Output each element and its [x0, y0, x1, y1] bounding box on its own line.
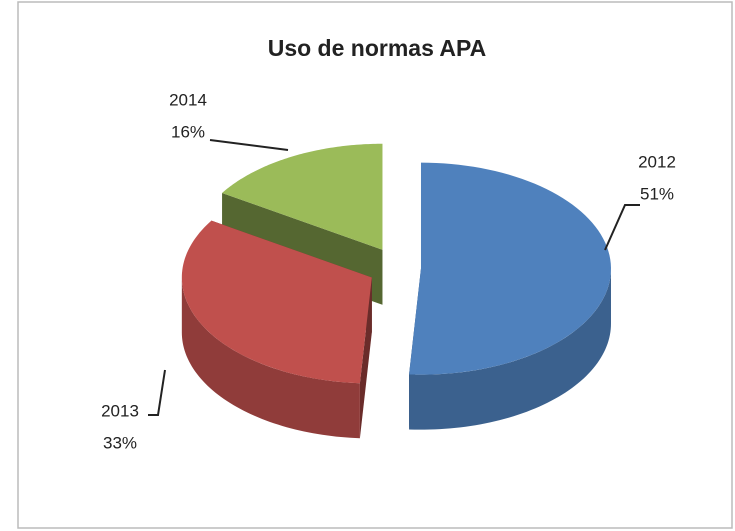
leader-line	[604, 204, 640, 251]
slice	[409, 162, 611, 430]
chart-title: Uso de normas APA	[268, 35, 487, 61]
leader-line	[148, 369, 166, 416]
leader-line	[209, 139, 289, 151]
slice	[181, 220, 372, 439]
slice-top	[222, 143, 383, 250]
data-label-value: 33%	[103, 433, 137, 452]
data-label-value: 16%	[171, 122, 205, 141]
slice-rim	[181, 277, 360, 439]
data-label-category: 2013	[101, 401, 139, 420]
pie	[181, 143, 611, 439]
data-label-category: 2012	[638, 152, 676, 171]
data-label-value: 51%	[640, 184, 674, 203]
slice-top	[181, 220, 372, 384]
slice-top	[409, 162, 611, 375]
slice-rim	[409, 268, 611, 430]
data-label-category: 2014	[169, 90, 207, 109]
